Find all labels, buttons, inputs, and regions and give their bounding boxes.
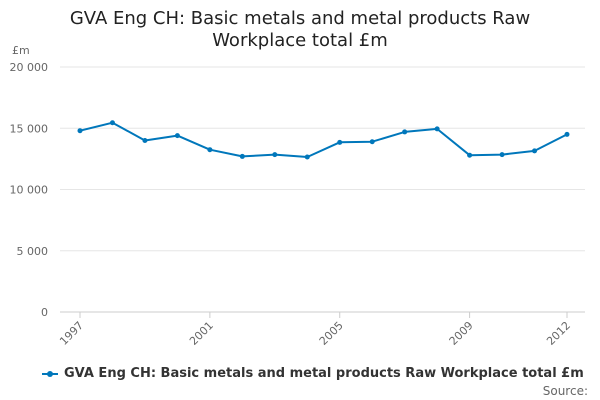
chart-title: GVA Eng CH: Basic metals and metal produ… <box>69 8 531 51</box>
y-tick-label: 15 000 <box>10 122 49 135</box>
data-point-2010[interactable] <box>499 152 505 158</box>
x-tick-label: 2012 <box>544 319 573 348</box>
data-point-1999[interactable] <box>142 138 148 143</box>
data-point-2008[interactable] <box>434 126 440 132</box>
data-point-2001[interactable] <box>207 147 213 153</box>
data-point-2007[interactable] <box>402 129 408 135</box>
x-tick-label: 2009 <box>447 319 476 348</box>
data-point-2009[interactable] <box>467 152 473 158</box>
legend-series-label: GVA Eng CH: Basic metals and metal produ… <box>64 366 584 381</box>
legend-line-marker-icon <box>42 369 58 379</box>
data-point-2003[interactable] <box>272 152 278 158</box>
y-tick-label: 0 <box>41 306 48 319</box>
legend[interactable]: GVA Eng CH: Basic metals and metal produ… <box>42 366 584 381</box>
data-point-1998[interactable] <box>109 120 115 126</box>
data-point-2011[interactable] <box>532 148 538 154</box>
x-tick-label: 1997 <box>57 319 86 348</box>
y-tick-label: 10 000 <box>10 184 49 197</box>
data-point-2002[interactable] <box>239 153 245 159</box>
y-tick-label: 5 000 <box>17 245 49 258</box>
data-point-2005[interactable] <box>337 139 343 145</box>
data-point-1997[interactable] <box>77 128 83 134</box>
data-point-2004[interactable] <box>304 154 310 160</box>
series-line <box>79 121 568 158</box>
data-point-2006[interactable] <box>369 139 375 145</box>
source-label: Source: <box>542 384 588 398</box>
data-point-2012[interactable] <box>564 131 570 137</box>
x-tick-label: 2001 <box>187 319 216 348</box>
y-axis-unit-label: £m <box>12 44 30 57</box>
x-tick-label: 2005 <box>317 319 346 348</box>
data-point-2000[interactable] <box>174 133 180 139</box>
y-tick-label: 20 000 <box>10 61 49 74</box>
